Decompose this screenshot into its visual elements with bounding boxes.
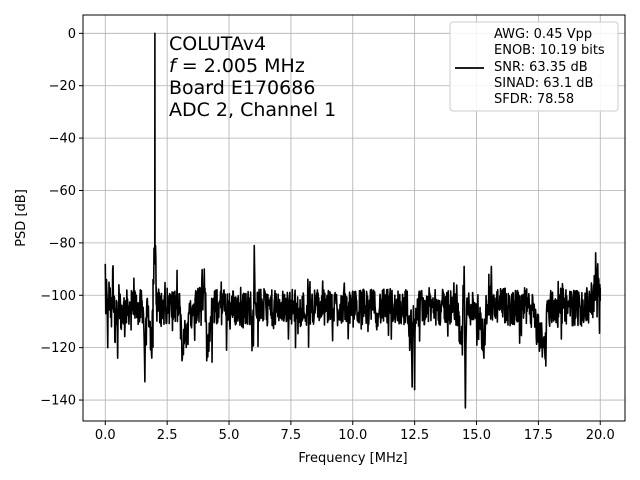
y-tick-label: −100	[40, 289, 76, 304]
legend-entry-awg: AWG: 0.45 Vpp	[494, 27, 592, 42]
x-tick-label: 10.0	[338, 428, 367, 443]
x-tick-label: 5.0	[219, 428, 240, 443]
plot-area	[104, 32, 602, 409]
y-tick-label: −40	[49, 132, 76, 147]
x-tick-label: 0.0	[95, 428, 116, 443]
legend: AWG: 0.45 Vpp ENOB: 10.19 bits SNR: 63.3…	[449, 21, 619, 112]
legend-entry-sinad: SINAD: 63.1 dB	[494, 76, 593, 91]
y-axis-label: PSD [dB]	[14, 189, 29, 247]
y-tick-label: −120	[40, 341, 76, 356]
y-tick-label: −140	[40, 394, 76, 409]
y-tick-label: −60	[49, 184, 76, 199]
y-tick-label: −20	[49, 79, 76, 94]
x-axis-label: Frequency [MHz]	[298, 451, 407, 466]
legend-box	[449, 21, 619, 112]
chart-annotation: COLUTAv4 f = 2.005 MHz Board E170686 ADC…	[169, 33, 336, 121]
x-tick-label: 12.5	[400, 428, 429, 443]
x-axis-ticks: 0.0 2.5 5.0 7.5 10.0 12.5 15.0 17.5 20.0	[95, 421, 615, 443]
legend-entry-enob: ENOB: 10.19 bits	[494, 43, 605, 58]
annotation-frequency: f = 2.005 MHz	[169, 55, 305, 77]
x-tick-label: 2.5	[157, 428, 178, 443]
legend-entry-snr: SNR: 63.35 dB	[494, 60, 588, 75]
x-tick-label: 15.0	[462, 428, 491, 443]
axes-frame	[82, 14, 626, 422]
annotation-chip: COLUTAv4	[169, 33, 266, 55]
annotation-board: Board E170686	[169, 77, 315, 99]
legend-entry-sfdr: SFDR: 78.58	[494, 92, 574, 107]
grid-lines	[83, 15, 625, 421]
annotation-adc-channel: ADC 2, Channel 1	[169, 99, 336, 121]
y-tick-label: 0	[68, 27, 76, 42]
x-tick-label: 17.5	[524, 428, 553, 443]
y-axis-ticks: 0 −20 −40 −60 −80 −100 −120 −140	[40, 27, 83, 409]
psd-series-line	[104, 32, 602, 409]
y-tick-label: −80	[49, 236, 76, 251]
x-tick-label: 7.5	[281, 428, 302, 443]
x-tick-label: 20.0	[586, 428, 615, 443]
